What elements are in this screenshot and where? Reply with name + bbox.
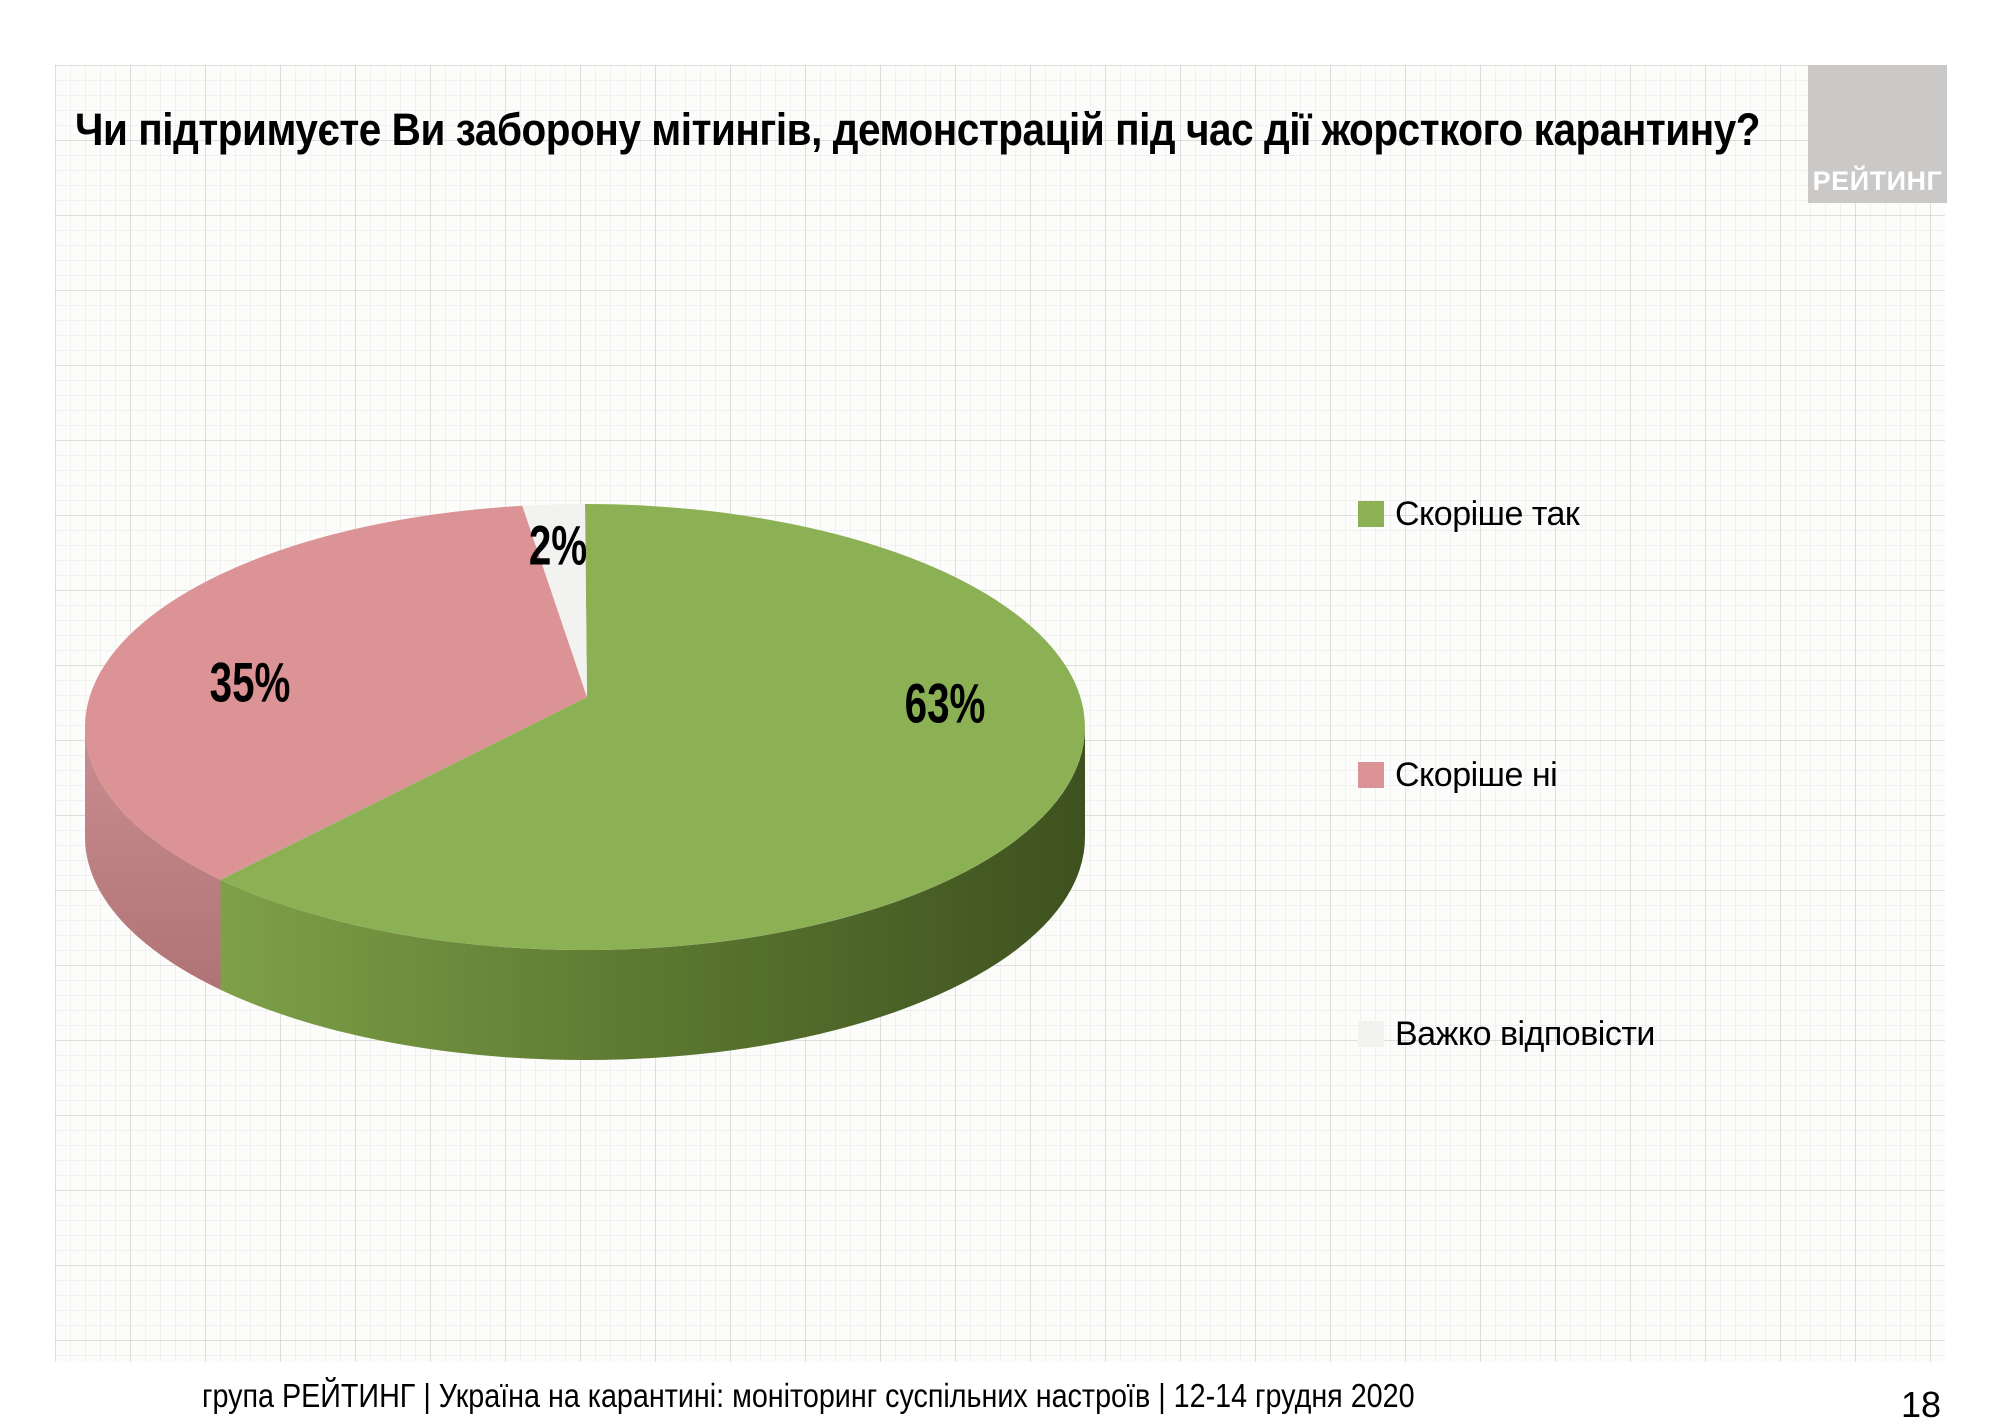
legend-item-vazhko-vidpovisty: Важко відповісти [1358,1015,1655,1053]
legend-item-skorishe-ni: Скоріше ні [1358,756,1558,794]
footer-source-line: група РЕЙТИНГ | Україна на карантині: мо… [202,1377,1415,1414]
page-number: 18 [1901,1384,1942,1425]
pie-percent-label-pink: 35% [209,650,291,714]
legend-swatch-pink [1358,762,1384,788]
pie-percent-label-white: 2% [528,513,588,577]
legend-swatch-white [1358,1021,1384,1047]
pie-percent-label-green: 63% [904,671,986,735]
page-title: Чи підтримуєте Ви заборону мітингів, дем… [75,104,1761,155]
legend-label: Скоріше так [1395,494,1580,533]
legend-item-skorishe-tak: Скоріше так [1358,495,1580,533]
legend-label: Скоріше ні [1395,755,1558,794]
legend-label: Важко відповісти [1395,1014,1655,1053]
rating-logo-text: РЕЙТИНГ [1812,166,1943,196]
rating-logo: РЕЙТИНГ [1808,65,1947,203]
legend-swatch-green [1358,501,1384,527]
